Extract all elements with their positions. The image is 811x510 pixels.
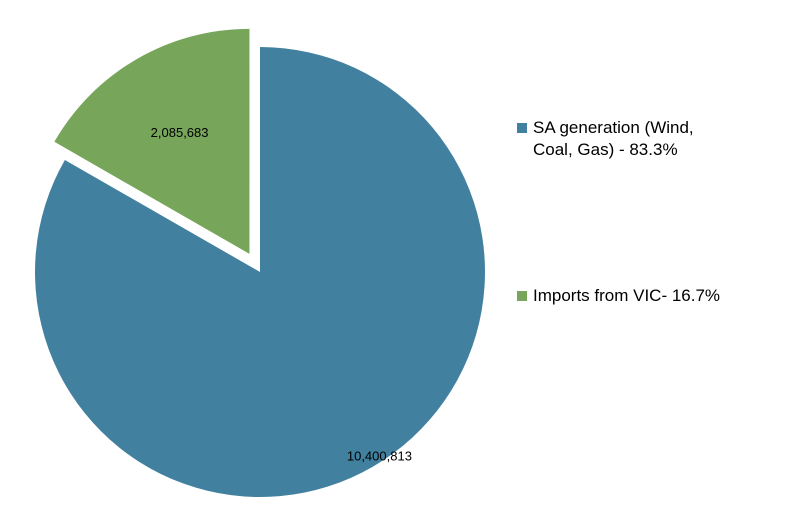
legend-label-sa-generation: SA generation (Wind, Coal, Gas) - 83.3% bbox=[533, 118, 694, 159]
legend-item-imports-from-vic: Imports from VIC- 16.7% bbox=[517, 285, 797, 307]
legend-label-imports-from-vic: Imports from VIC- 16.7% bbox=[533, 286, 721, 305]
data-label-sa-generation: 10,400,813 bbox=[347, 449, 412, 464]
legend-swatch-imports-from-vic bbox=[517, 291, 527, 301]
pie-slice-imports-from-vic bbox=[54, 28, 250, 254]
legend-item-sa-generation: SA generation (Wind, Coal, Gas) - 83.3% bbox=[517, 117, 797, 161]
data-label-imports-from-vic: 2,085,683 bbox=[151, 125, 209, 140]
pie-slice-sa-generation bbox=[34, 47, 485, 497]
legend-swatch-sa-generation bbox=[517, 123, 527, 133]
